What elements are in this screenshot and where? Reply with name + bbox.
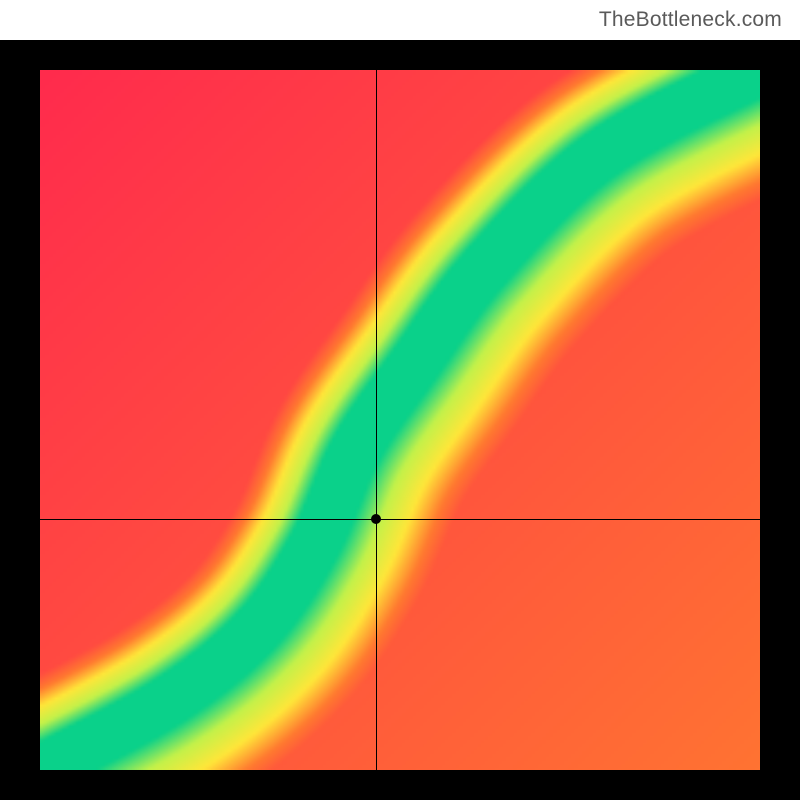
crosshair-horizontal [40, 519, 760, 520]
plot-outer-frame [0, 40, 800, 800]
attribution-label: TheBottleneck.com [599, 8, 782, 32]
chart-container: TheBottleneck.com [0, 0, 800, 800]
selection-point [371, 514, 381, 524]
plot-area [40, 70, 760, 770]
crosshair-vertical [376, 70, 377, 770]
heatmap-canvas [40, 70, 760, 770]
